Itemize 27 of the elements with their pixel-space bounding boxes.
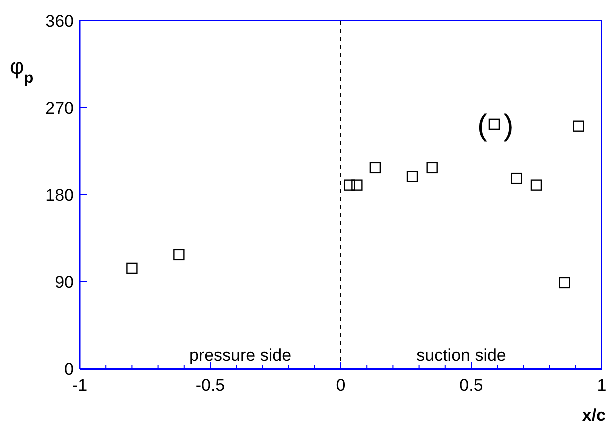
x-tick-label: -1 — [72, 376, 88, 395]
annotation: pressure side — [189, 346, 292, 365]
point — [352, 180, 363, 191]
y-tick-label: 360 — [46, 12, 74, 31]
point — [370, 162, 382, 174]
y-tick-label: 90 — [55, 273, 74, 292]
y-tick-label: 270 — [46, 99, 74, 118]
y-tick-label: 0 — [64, 360, 74, 379]
point — [488, 118, 500, 130]
y-tick-label: 180 — [46, 186, 74, 205]
point — [573, 120, 584, 132]
annotation: ( ) — [477, 109, 514, 142]
x-tick-label: -0.5 — [196, 376, 226, 395]
point — [426, 162, 438, 174]
point — [406, 171, 418, 182]
annotation: suction side — [416, 346, 506, 365]
point — [530, 180, 542, 191]
point — [559, 277, 570, 289]
point — [511, 172, 522, 184]
x-tick-label: 0.5 — [460, 376, 484, 395]
x-axis-title: x/c — [582, 406, 606, 425]
x-tick-label: 0 — [336, 376, 346, 395]
point — [344, 180, 356, 191]
point — [174, 249, 185, 261]
y-axis-title: φ$_{p}$ — [10, 54, 34, 86]
point — [126, 262, 138, 274]
x-tick-label: 1 — [597, 376, 607, 395]
